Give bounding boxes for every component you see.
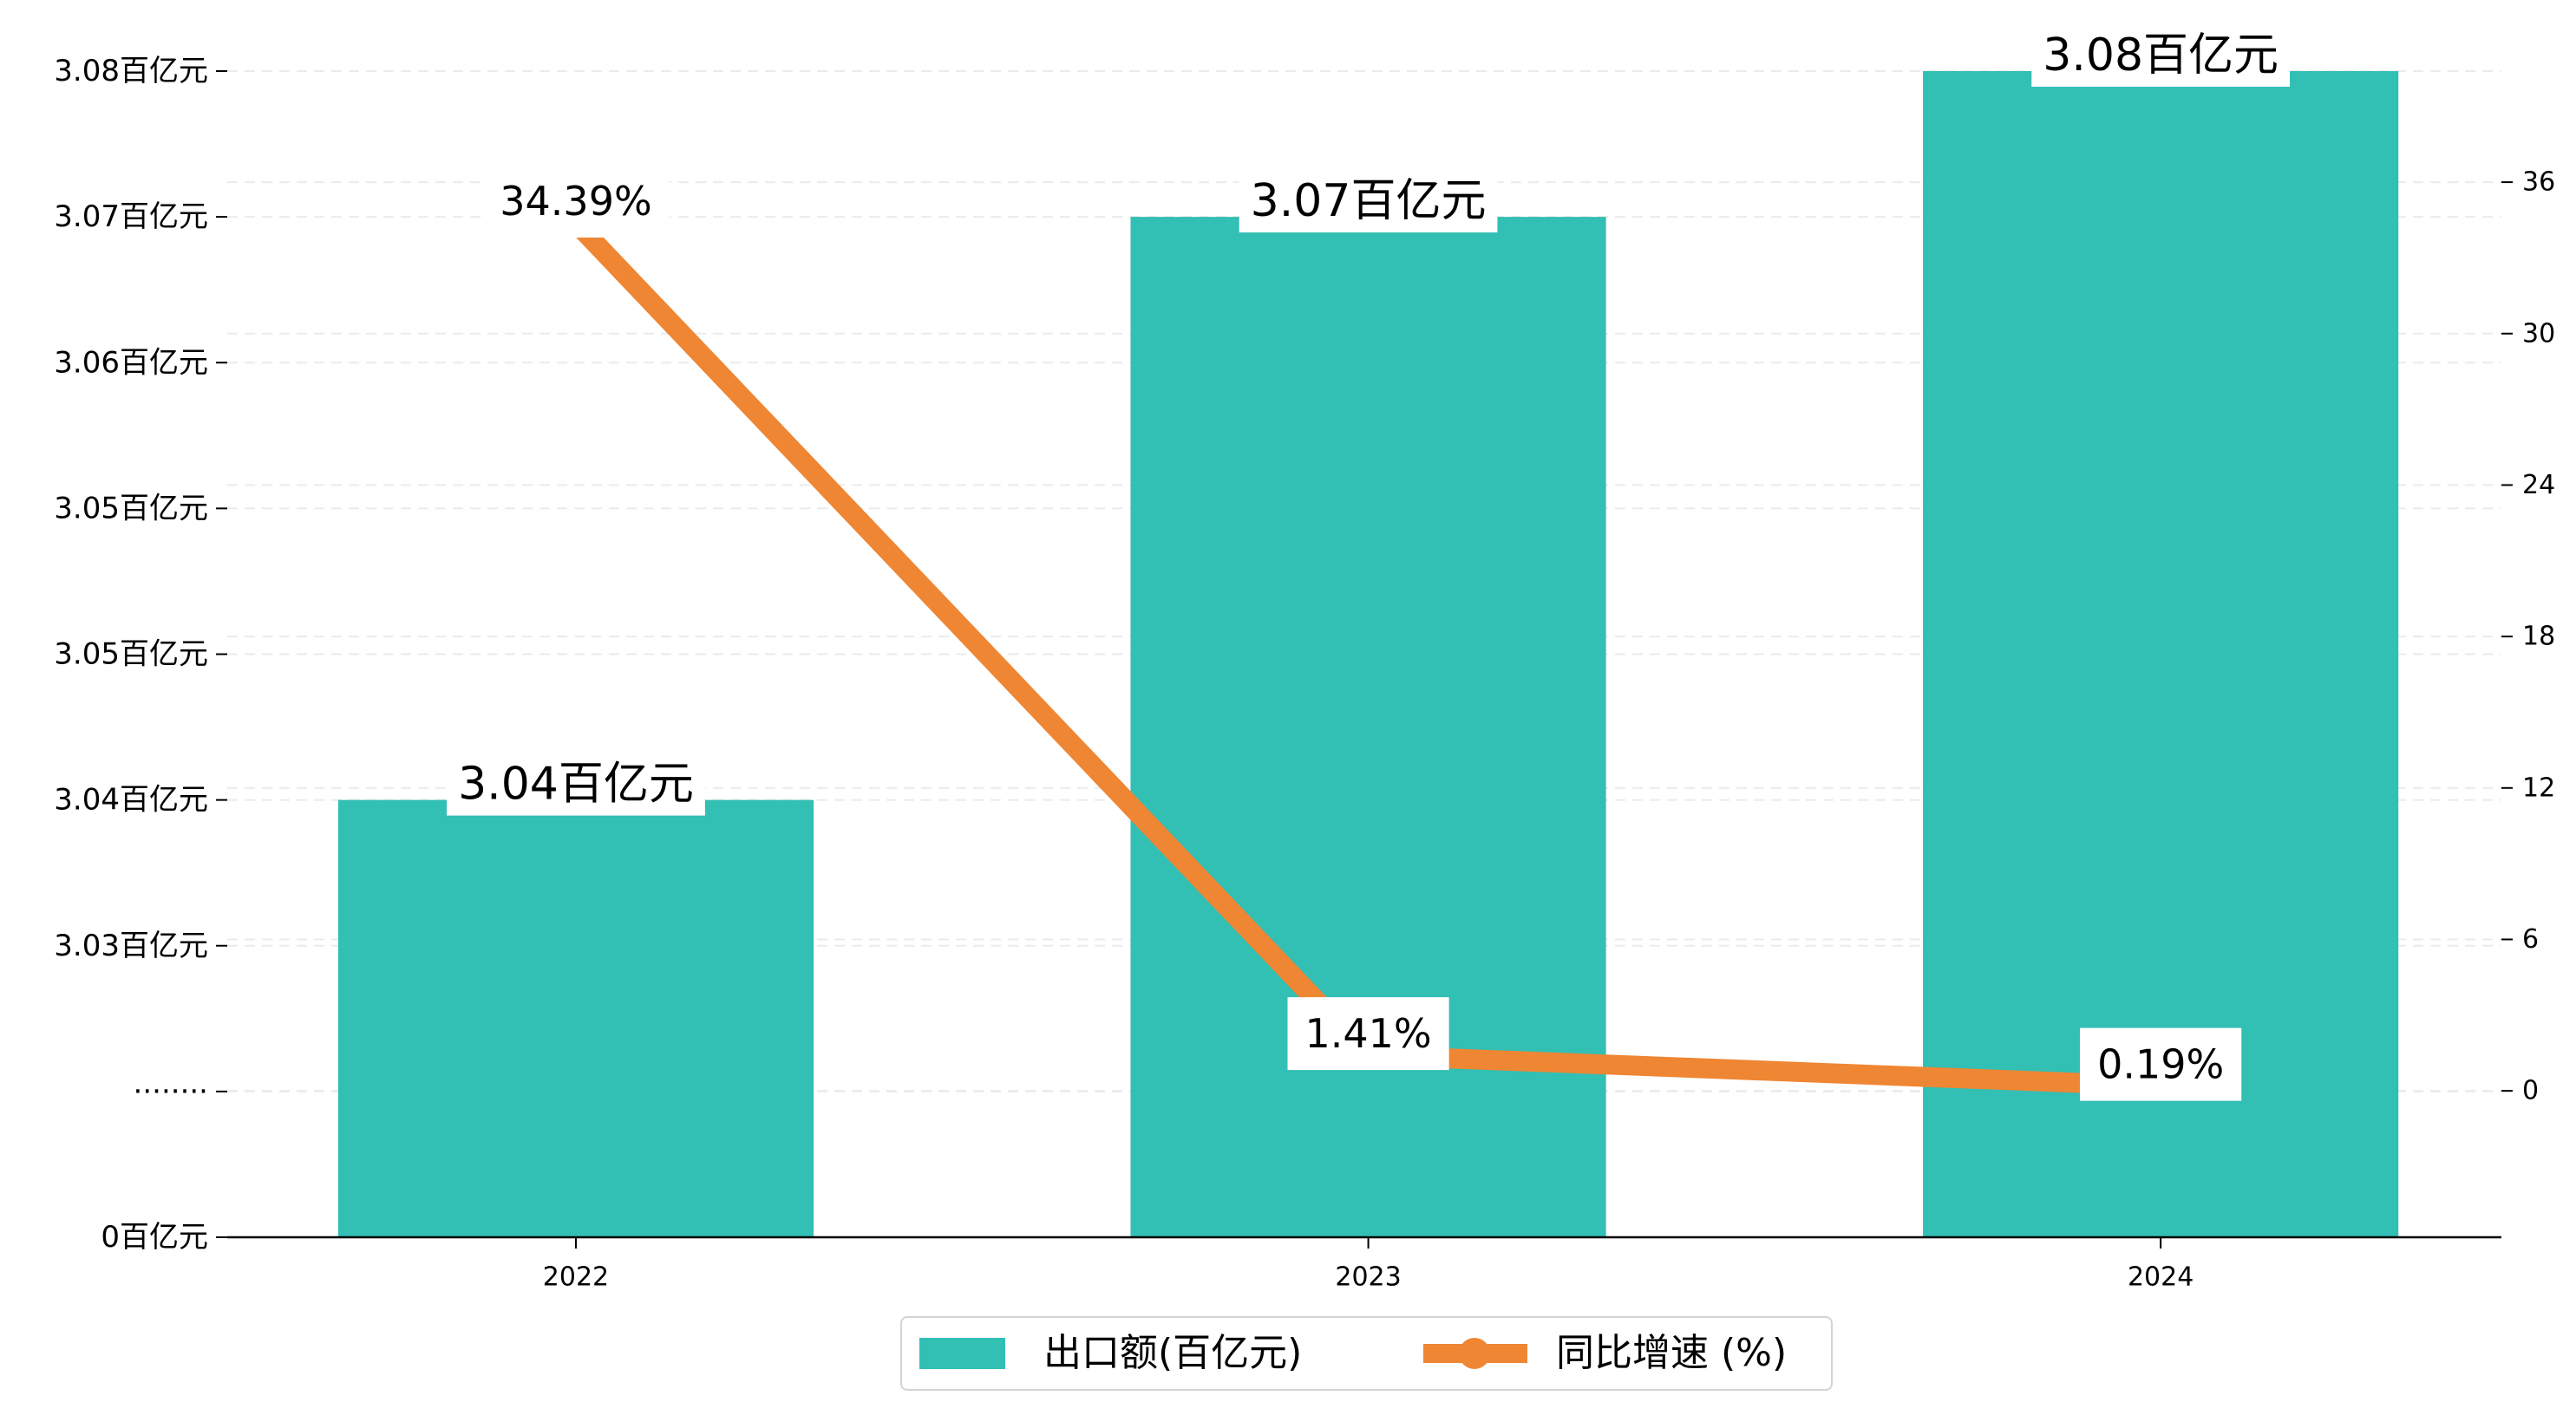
data-labels: 3.04百亿元 3.07百亿元 3.08百亿元 34.39% 1.41% 0.19% (447, 24, 2291, 1101)
bar-value-label-2023: 3.07百亿元 (1239, 170, 1498, 233)
bar-value-label-2023-box (1239, 170, 1498, 233)
y-left-tick-label: 3.05百亿元 (54, 491, 208, 525)
y-left-tick-label: 0百亿元 (101, 1220, 208, 1255)
bar-2022 (337, 799, 814, 1237)
y-right-tick-label: 6 (2522, 924, 2539, 955)
bar-series (337, 71, 2399, 1237)
y-right-tick-label: 36 (2522, 167, 2555, 198)
bar-value-label-2022-box (447, 753, 705, 816)
bar-value-label-2024-box (2031, 24, 2291, 87)
line-value-label-2024-box (2080, 1027, 2242, 1101)
y-right-tick-label: 30 (2522, 318, 2555, 349)
line-value-label-2023: 1.41% (1287, 997, 1449, 1071)
y-right-tick-label: 0 (2522, 1076, 2539, 1106)
bar-value-label-2023-text: 3.07百亿元 (1251, 175, 1487, 227)
legend-line-marker (1459, 1338, 1490, 1369)
legend-label-growth: 同比增速 (%) (1556, 1331, 1788, 1375)
legend: 出口额(百亿元) 同比增速 (%) (900, 1316, 1833, 1391)
x-tick-label-2022: 2022 (543, 1262, 609, 1293)
line-value-label-2023-text: 1.41% (1304, 1010, 1431, 1057)
y-left-tick-label: ········ (134, 1074, 208, 1109)
bar-value-label-2024-text: 3.08百亿元 (2043, 29, 2279, 82)
y-right-tick-label: 24 (2522, 470, 2555, 500)
line-value-label-2022: 34.39% (482, 164, 670, 238)
x-tick-label-2023: 2023 (1335, 1262, 1401, 1293)
line-value-label-2023-box (1287, 997, 1449, 1071)
bar-2023 (1130, 217, 1606, 1237)
bar-value-label-2022: 3.04百亿元 (447, 753, 705, 816)
line-value-label-2022-box (482, 164, 670, 238)
line-value-label-2022-text: 34.39% (500, 178, 651, 225)
axes: 2022 2023 2024 0百亿元 ········ 3.03百亿元 3.04百亿元 3.… (54, 54, 2555, 1293)
y-right-tick-label: 18 (2522, 622, 2555, 652)
line-value-label-2024: 0.19% (2080, 1027, 2242, 1101)
y-right-tick-label: 12 (2522, 773, 2555, 803)
x-tick-label-2024: 2024 (2128, 1262, 2194, 1293)
y-left-tick-label: 3.08百亿元 (54, 54, 208, 88)
y-left-tick-label: 3.05百亿元 (54, 637, 208, 672)
bar-value-label-2024: 3.08百亿元 (2031, 24, 2291, 87)
y-left-tick-label: 3.04百亿元 (54, 783, 208, 818)
legend-bar-swatch (919, 1338, 1005, 1369)
y-left-tick-label: 3.07百亿元 (54, 199, 208, 234)
legend-label-export: 出口额(百亿元) (1043, 1331, 1303, 1375)
bar-value-label-2022-text: 3.04百亿元 (458, 759, 694, 811)
y-left-tick-label: 3.03百亿元 (54, 929, 208, 963)
line-value-label-2024-text: 0.19% (2097, 1041, 2224, 1088)
y-left-tick-label: 3.06百亿元 (54, 345, 208, 380)
